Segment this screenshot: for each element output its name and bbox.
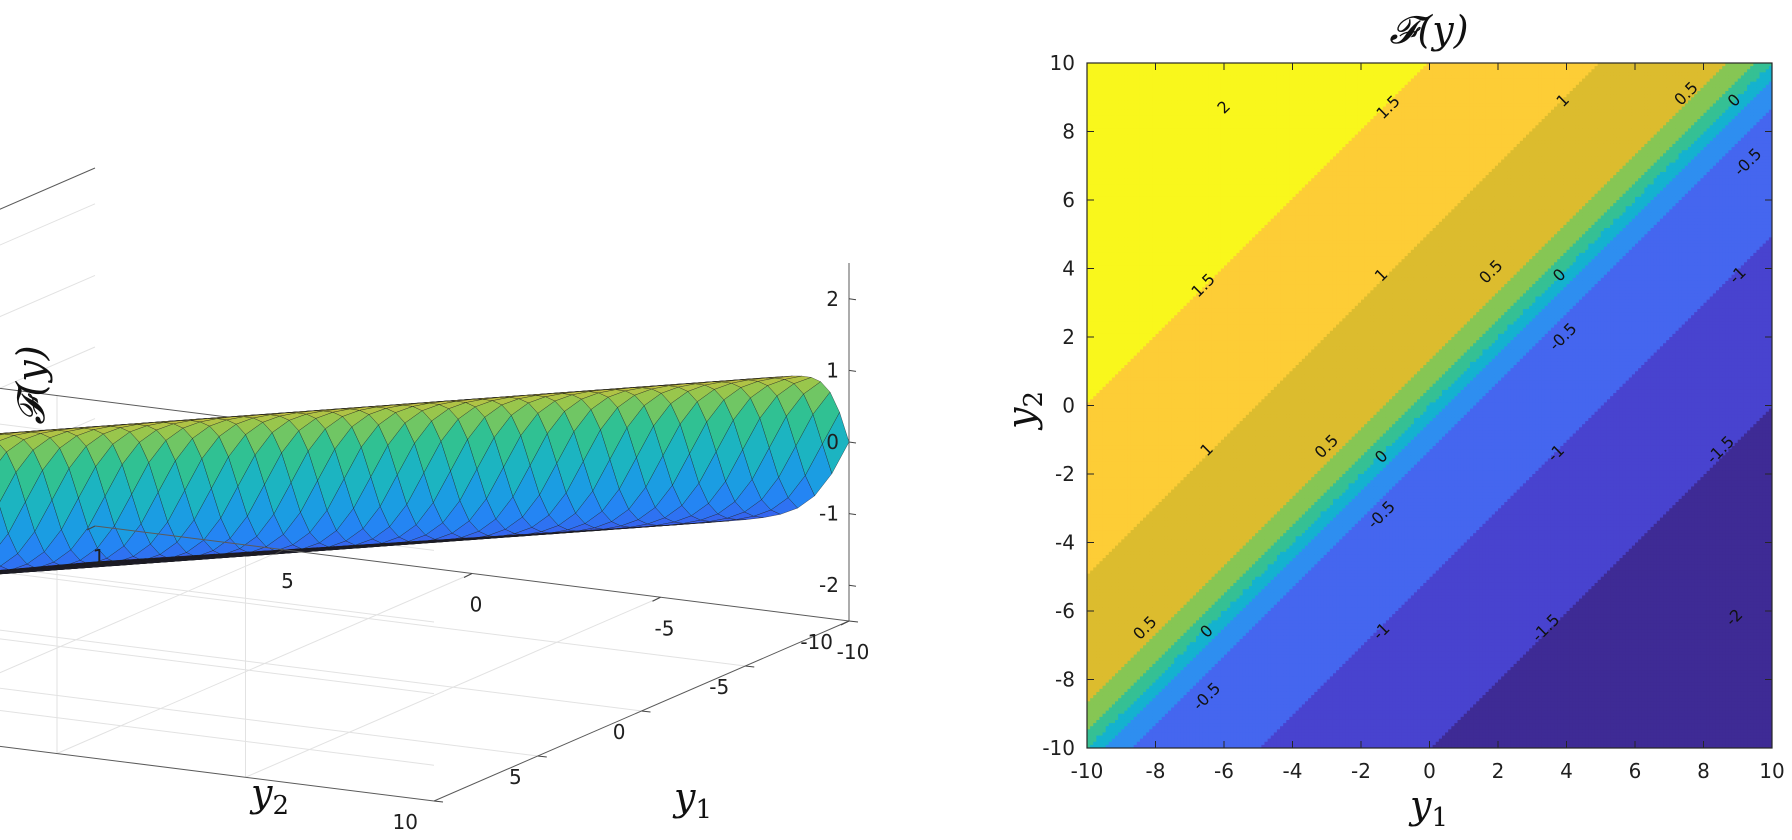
z-tick-label: -2 [819,573,839,597]
floor-gridline [0,571,745,666]
y-tick [642,711,651,712]
y-tick-label: 5 [509,765,522,789]
contour-bands [1087,63,1773,749]
y-tick-label: -10 [800,630,833,654]
y-tick [849,621,858,622]
floor-gridline [0,616,642,711]
x-tick-label: -10 [837,640,870,664]
z-tick-label: -1 [819,502,839,526]
x-tick-label: 0 [470,593,483,617]
axes-box-edge [0,706,434,801]
y-tick [538,756,547,757]
floor-gridline [0,550,284,730]
x-tick [653,597,661,601]
surface-xlabel: y1 [672,775,712,825]
surface-mesh [0,376,849,593]
z-tick-label: 0 [826,430,839,454]
axes-box-edge [0,168,95,348]
surface-ylabel: y2 [249,771,289,821]
x-tick-label: -5 [655,616,675,640]
x-tick [464,574,472,578]
z-tick [849,370,856,371]
y-tick [745,666,754,667]
y-tick-label: 10 [393,810,418,834]
surface-zlabel: 𝓕(y) [9,345,53,424]
x-tick-label: 5 [281,569,294,593]
y-tick-label: -5 [709,675,729,699]
z-tick [849,585,856,586]
z-tick [849,442,856,443]
x-tick-label: 1 [93,545,106,569]
floor-gridline [0,661,538,756]
z-tick [849,299,856,300]
y-tick [434,801,443,802]
z-tick [849,514,856,515]
z-tick-label: 1 [826,358,839,382]
y-tick-label: 0 [613,720,626,744]
x-tick [841,621,849,625]
z-tick-label: 2 [826,287,839,311]
